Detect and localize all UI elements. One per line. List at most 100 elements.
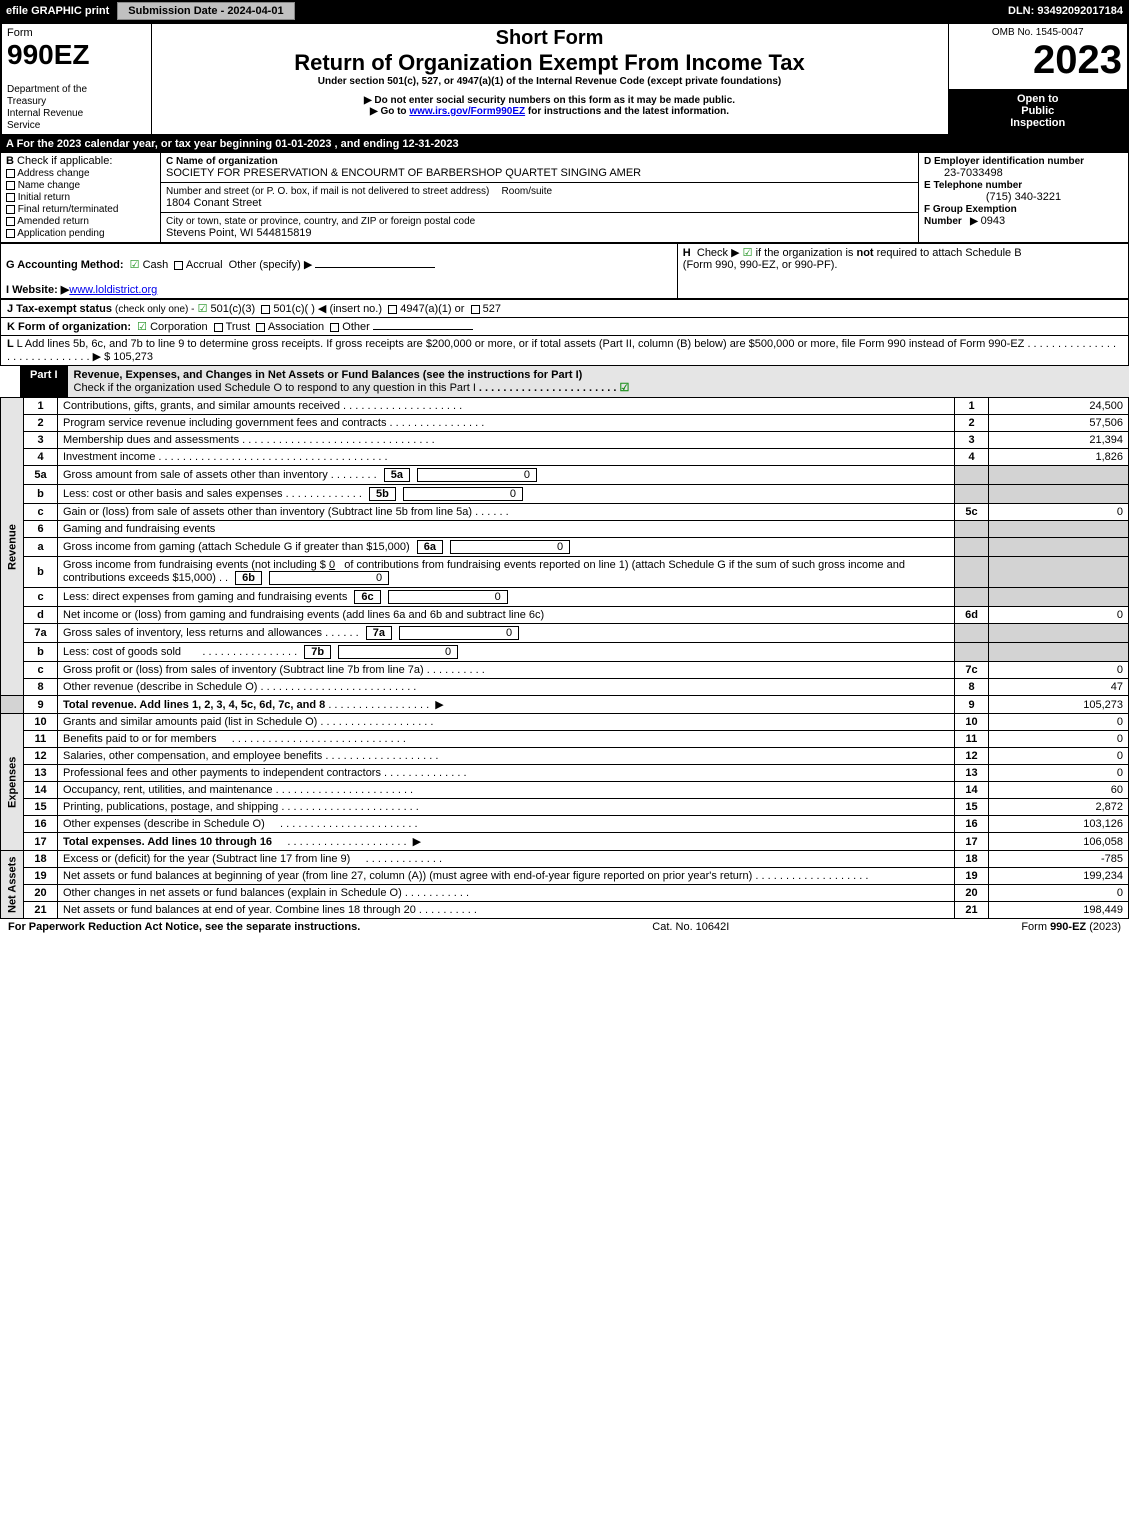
line17-val: 106,058 bbox=[989, 833, 1129, 851]
checkbox-501c[interactable] bbox=[261, 305, 270, 314]
line4-val: 1,826 bbox=[989, 449, 1129, 466]
line5c-desc: Gain or (loss) from sale of assets other… bbox=[58, 504, 955, 521]
checkbox-501c3[interactable]: ☑ bbox=[198, 303, 208, 315]
room-label: Room/suite bbox=[502, 186, 553, 197]
line6d-ref: 6d bbox=[955, 607, 989, 624]
line6d-desc: Net income or (loss) from gaming and fun… bbox=[58, 607, 955, 624]
section-k: K Form of organization: ☑ Corporation Tr… bbox=[0, 318, 1129, 336]
other-specify-input[interactable] bbox=[315, 267, 435, 268]
line8-ref: 8 bbox=[955, 679, 989, 696]
form-number: 990EZ bbox=[7, 39, 90, 70]
form-label: Form bbox=[7, 27, 33, 39]
section-h: H Check ▶ ☑ if the organization is not r… bbox=[677, 244, 1128, 299]
line20-desc: Other changes in net assets or fund bala… bbox=[58, 885, 955, 902]
revenue-total-side bbox=[1, 696, 24, 714]
line7c-ref: 7c bbox=[955, 662, 989, 679]
irs-link[interactable]: www.irs.gov/Form990EZ bbox=[409, 106, 525, 117]
line7a-ref bbox=[955, 624, 989, 643]
checkbox-name-change[interactable] bbox=[6, 181, 15, 190]
street-value: 1804 Conant Street bbox=[166, 197, 261, 209]
efile-label: efile GRAPHIC print bbox=[6, 5, 109, 17]
line2-num: 2 bbox=[24, 415, 58, 432]
phone-value: (715) 340-3221 bbox=[924, 191, 1123, 203]
line5c-ref: 5c bbox=[955, 504, 989, 521]
line6b-num: b bbox=[24, 557, 58, 588]
line6c-inner-ref: 6c bbox=[354, 590, 380, 604]
checkbox-schedule-o[interactable]: ☑ bbox=[620, 382, 630, 394]
line19-num: 19 bbox=[24, 868, 58, 885]
line6c-num: c bbox=[24, 588, 58, 607]
l-arrow: ▶ $ bbox=[93, 351, 111, 363]
line5b-ref bbox=[955, 485, 989, 504]
checkbox-accrual[interactable] bbox=[174, 261, 183, 270]
line16-ref: 16 bbox=[955, 816, 989, 833]
501c3-label: 501(c)(3) bbox=[211, 303, 256, 315]
checkbox-schedule-b[interactable]: ☑ bbox=[743, 247, 753, 259]
line6b-inner-val: 0 bbox=[269, 571, 389, 585]
line12-num: 12 bbox=[24, 748, 58, 765]
line6b-amt: 0 bbox=[329, 559, 335, 571]
checkbox-amended[interactable] bbox=[6, 217, 15, 226]
other-specify-label: Other (specify) ▶ bbox=[229, 259, 313, 271]
line16-num: 16 bbox=[24, 816, 58, 833]
line12-desc: Salaries, other compensation, and employ… bbox=[58, 748, 955, 765]
checkbox-address-change[interactable] bbox=[6, 169, 15, 178]
line4-num: 4 bbox=[24, 449, 58, 466]
checkbox-cash-checked[interactable]: ☑ bbox=[130, 259, 140, 271]
line16-val: 103,126 bbox=[989, 816, 1129, 833]
line6a-desc: Gross income from gaming (attach Schedul… bbox=[58, 538, 955, 557]
line6d-num: d bbox=[24, 607, 58, 624]
checkbox-pending[interactable] bbox=[6, 229, 15, 238]
revenue-side-label: Revenue bbox=[1, 398, 24, 696]
line6c-desc: Less: direct expenses from gaming and fu… bbox=[58, 588, 955, 607]
4947-label: 4947(a)(1) or bbox=[400, 303, 464, 315]
line8-num: 8 bbox=[24, 679, 58, 696]
line11-val: 0 bbox=[989, 731, 1129, 748]
checkbox-trust[interactable] bbox=[214, 323, 223, 332]
checkbox-other-org[interactable] bbox=[330, 323, 339, 332]
footer-left: For Paperwork Reduction Act Notice, see … bbox=[8, 921, 360, 933]
line6-desc: Gaming and fundraising events bbox=[58, 521, 955, 538]
line3-num: 3 bbox=[24, 432, 58, 449]
line5b-inner-val: 0 bbox=[403, 487, 523, 501]
line19-val: 199,234 bbox=[989, 868, 1129, 885]
section-g: G Accounting Method: ☑ Cash Accrual Othe… bbox=[1, 244, 678, 299]
checkbox-527[interactable] bbox=[471, 305, 480, 314]
line5a-inner-val: 0 bbox=[417, 468, 537, 482]
line13-desc: Professional fees and other payments to … bbox=[58, 765, 955, 782]
line11-ref: 11 bbox=[955, 731, 989, 748]
other-org-input[interactable] bbox=[373, 329, 473, 330]
group-exemption: 0943 bbox=[981, 215, 1005, 227]
checkbox-corporation[interactable]: ☑ bbox=[137, 321, 147, 333]
line13-ref: 13 bbox=[955, 765, 989, 782]
open-line3: Inspection bbox=[954, 117, 1123, 129]
line1-num: 1 bbox=[24, 398, 58, 415]
line3-desc: Membership dues and assessments . . . . … bbox=[58, 432, 955, 449]
line7a-desc: Gross sales of inventory, less returns a… bbox=[58, 624, 955, 643]
line5c-num: c bbox=[24, 504, 58, 521]
checkbox-final-return[interactable] bbox=[6, 205, 15, 214]
dln-label: DLN: 93492092017184 bbox=[1008, 5, 1123, 17]
line9-ref: 9 bbox=[955, 696, 989, 714]
line14-val: 60 bbox=[989, 782, 1129, 799]
section-j: J Tax-exempt status (check only one) - ☑… bbox=[0, 299, 1129, 318]
line5a-num: 5a bbox=[24, 466, 58, 485]
line9-val: 105,273 bbox=[989, 696, 1129, 714]
part1-checkline: Check if the organization used Schedule … bbox=[74, 382, 476, 394]
website-link[interactable]: www.loldistrict.org bbox=[69, 284, 157, 296]
part1-title: Revenue, Expenses, and Changes in Net As… bbox=[68, 366, 1129, 397]
section-l: L L Add lines 5b, 6c, and 7b to line 9 t… bbox=[0, 336, 1129, 366]
line5b-num: b bbox=[24, 485, 58, 504]
checkbox-association[interactable] bbox=[256, 323, 265, 332]
header-table: Form 990EZ Department of theTreasuryInte… bbox=[0, 22, 1129, 136]
checkbox-4947[interactable] bbox=[388, 305, 397, 314]
line1-desc: Contributions, gifts, grants, and simila… bbox=[58, 398, 955, 415]
line19-ref: 19 bbox=[955, 868, 989, 885]
checkbox-initial-return[interactable] bbox=[6, 193, 15, 202]
line15-num: 15 bbox=[24, 799, 58, 816]
submission-button[interactable]: Submission Date - 2024-04-01 bbox=[117, 2, 294, 20]
line11-desc: Benefits paid to or for members . . . . … bbox=[58, 731, 955, 748]
initial-label: Initial return bbox=[18, 192, 70, 203]
line7c-num: c bbox=[24, 662, 58, 679]
part1-tag: Part I bbox=[20, 366, 68, 397]
